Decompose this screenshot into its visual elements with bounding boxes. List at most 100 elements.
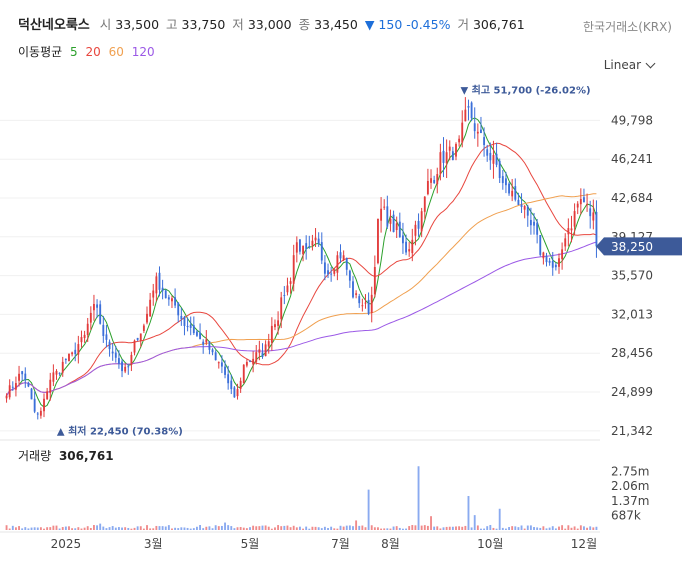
candle-body bbox=[236, 389, 239, 397]
candle-body bbox=[242, 364, 245, 383]
candle-body bbox=[186, 325, 189, 328]
candle-body bbox=[180, 315, 183, 320]
candle-body bbox=[11, 386, 14, 388]
candle-body bbox=[423, 196, 426, 212]
volume-bar bbox=[386, 528, 389, 530]
candle-body bbox=[249, 361, 251, 363]
candle-body bbox=[339, 252, 342, 259]
close-label: 종 bbox=[298, 17, 311, 32]
volume-bar bbox=[127, 527, 130, 530]
candle-body bbox=[211, 349, 214, 353]
x-tick-label: 5월 bbox=[241, 537, 260, 551]
candle-body bbox=[417, 220, 420, 229]
candle-body bbox=[592, 212, 595, 221]
volume-bar bbox=[164, 526, 167, 530]
volume-tick-label: 2.06m bbox=[611, 479, 649, 493]
volume-bar bbox=[514, 526, 517, 530]
moving-average-legend: 이동평균 5 20 60 120 bbox=[18, 43, 159, 60]
volume-bar bbox=[367, 489, 370, 530]
candle-body bbox=[576, 203, 579, 208]
volume-bar bbox=[83, 527, 86, 530]
volume-bar bbox=[414, 525, 417, 530]
volume-bar bbox=[174, 527, 177, 530]
volume-bar bbox=[146, 525, 148, 530]
candle-body bbox=[573, 211, 576, 227]
volume-bar bbox=[480, 528, 482, 530]
candle-body bbox=[508, 183, 510, 194]
volume-bar bbox=[339, 525, 342, 530]
price-tick-label: 32,013 bbox=[611, 307, 653, 321]
volume-bar bbox=[261, 525, 264, 530]
candle-body bbox=[501, 176, 504, 184]
candle-body bbox=[205, 339, 208, 343]
ma-60[interactable]: 60 bbox=[108, 45, 124, 59]
volume-bar bbox=[167, 525, 170, 530]
volume-bar bbox=[52, 525, 55, 530]
volume-bar bbox=[183, 527, 186, 530]
x-tick-label: 12월 bbox=[571, 537, 597, 551]
candle-body bbox=[158, 272, 161, 290]
volume-bar bbox=[289, 527, 292, 530]
candle-body bbox=[152, 290, 155, 298]
volume-bar bbox=[504, 528, 507, 530]
candle-body bbox=[455, 144, 457, 157]
candle-body bbox=[177, 302, 180, 316]
volume-bar bbox=[345, 525, 348, 530]
candle-body bbox=[83, 334, 86, 339]
volume-bar bbox=[451, 526, 454, 530]
volume-bar bbox=[93, 525, 95, 530]
volume-bar bbox=[430, 516, 432, 530]
volume-bar bbox=[411, 525, 414, 530]
candle-body bbox=[398, 221, 401, 238]
ma-5[interactable]: 5 bbox=[70, 45, 78, 59]
volume-bar bbox=[501, 527, 504, 530]
ma-line-5 bbox=[6, 117, 597, 408]
volume-bar bbox=[21, 528, 24, 530]
volume-bar bbox=[283, 525, 286, 530]
volume-bar bbox=[483, 528, 486, 530]
candle-body bbox=[386, 206, 389, 227]
price-tick-label: 49,798 bbox=[611, 113, 653, 127]
candle-body bbox=[74, 349, 77, 355]
candle-body bbox=[146, 313, 148, 323]
candle-body bbox=[43, 398, 45, 412]
volume-bar bbox=[49, 527, 52, 530]
scale-selector[interactable]: Linear bbox=[604, 58, 656, 72]
candle-body bbox=[317, 238, 320, 244]
candle-body bbox=[286, 285, 289, 293]
candle-body bbox=[164, 290, 167, 299]
candle-body bbox=[258, 349, 261, 353]
volume-bar bbox=[476, 525, 479, 530]
volume-bar bbox=[536, 527, 539, 530]
candle-body bbox=[445, 152, 448, 164]
ma-120[interactable]: 120 bbox=[131, 45, 155, 59]
candle-body bbox=[133, 340, 136, 353]
ma-20[interactable]: 20 bbox=[85, 45, 101, 59]
volume-bar bbox=[280, 526, 283, 530]
candle-body bbox=[551, 261, 554, 268]
volume-bar bbox=[149, 528, 152, 530]
volume-bar bbox=[551, 526, 554, 530]
candle-body bbox=[8, 385, 11, 398]
candle-body bbox=[208, 341, 211, 350]
volume-bar bbox=[433, 526, 436, 530]
candle-body bbox=[533, 221, 535, 226]
candle-body bbox=[589, 208, 592, 217]
candle-body bbox=[327, 270, 329, 275]
volume-bar bbox=[74, 528, 77, 530]
volume-panel-label: 거래량 306,761 bbox=[18, 447, 114, 464]
volume-bar bbox=[583, 526, 585, 530]
volume-bar bbox=[264, 525, 267, 530]
volume-bar bbox=[114, 527, 117, 530]
volume-bar bbox=[317, 527, 320, 530]
volume-bar bbox=[64, 526, 67, 530]
ma-label: 이동평균 bbox=[18, 45, 63, 59]
volume-bar bbox=[576, 528, 579, 530]
high-value: 33,750 bbox=[181, 17, 226, 32]
candle-body bbox=[380, 208, 383, 221]
volume-bar bbox=[448, 526, 451, 530]
x-tick-label: 3월 bbox=[144, 537, 163, 551]
x-tick-label: 7월 bbox=[331, 537, 350, 551]
volume-label: 거 bbox=[457, 17, 469, 32]
